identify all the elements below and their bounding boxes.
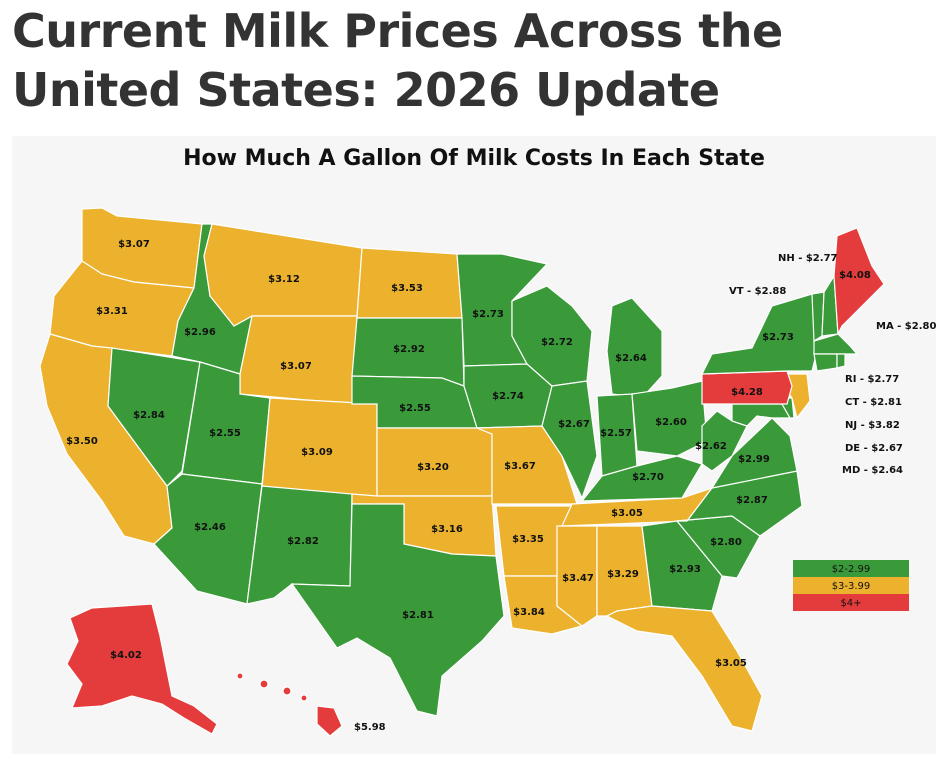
label-ID: $2.96 <box>184 327 216 338</box>
state-MA[interactable] <box>813 333 859 355</box>
state-HI-islet-4[interactable] <box>300 694 308 702</box>
state-HI[interactable] <box>316 705 343 737</box>
state-FL[interactable] <box>605 605 763 732</box>
legend-label-low: $2-2.99 <box>832 564 871 575</box>
label-HI: $5.98 <box>354 722 386 733</box>
label-LA: $3.84 <box>513 607 545 618</box>
label-SC: $2.80 <box>710 537 742 548</box>
state-WY[interactable] <box>239 315 358 405</box>
state-ME[interactable] <box>833 227 885 337</box>
label-WA: $3.07 <box>118 239 150 250</box>
state-HI-islet-1[interactable] <box>236 672 244 680</box>
map-panel: How Much A Gallon Of Milk Costs In Each … <box>12 136 936 754</box>
label-CA: $3.50 <box>66 436 98 447</box>
label-NM: $2.82 <box>287 536 319 547</box>
label-IA: $2.74 <box>492 391 524 402</box>
label-NV: $2.84 <box>133 410 165 421</box>
label-TX: $2.81 <box>402 610 434 621</box>
state-NV[interactable] <box>107 347 201 487</box>
legend: $2-2.99 $3-3.99 $4+ <box>793 560 909 611</box>
label-ND: $3.53 <box>391 283 423 294</box>
state-CT[interactable] <box>813 353 838 372</box>
label-WI: $2.72 <box>541 337 573 348</box>
label-AL: $3.29 <box>607 569 639 580</box>
label-IN: $2.57 <box>600 428 632 439</box>
state-price-labels: $3.07 $3.31 $3.50 $2.84 $2.96 $3.12 $3.0… <box>66 239 871 733</box>
state-AK[interactable] <box>66 603 218 735</box>
callout-VT: VT - $2.88 <box>729 286 786 297</box>
callout-NH: NH - $2.77 <box>778 253 838 264</box>
state-HI-islet-3[interactable] <box>282 686 292 696</box>
state-MI[interactable] <box>606 297 663 399</box>
label-AZ: $2.46 <box>194 522 226 533</box>
label-VA: $2.99 <box>738 454 770 465</box>
label-SD: $2.92 <box>393 344 425 355</box>
legend-swatch-low <box>793 560 909 577</box>
label-PA: $4.28 <box>731 387 763 398</box>
state-WV[interactable] <box>701 410 748 472</box>
callout-NJ: NJ - $3.82 <box>845 420 900 431</box>
state-IL[interactable] <box>541 380 598 500</box>
label-ME: $4.08 <box>839 270 871 281</box>
label-FL: $3.05 <box>715 658 747 669</box>
state-TX[interactable] <box>290 503 505 717</box>
state-MD[interactable] <box>731 403 792 427</box>
label-MO: $3.67 <box>504 461 536 472</box>
label-KY: $2.70 <box>632 472 664 483</box>
state-MS[interactable] <box>556 525 598 627</box>
label-WV: $2.62 <box>695 441 727 452</box>
label-OK: $3.16 <box>431 524 463 535</box>
label-NE: $2.55 <box>399 403 431 414</box>
callout-RI: RI - $2.77 <box>845 374 899 385</box>
label-WY: $3.07 <box>280 361 312 372</box>
state-shapes <box>39 207 885 737</box>
label-IL: $2.67 <box>558 419 590 430</box>
label-OR: $3.31 <box>96 306 128 317</box>
page-headline: Current Milk Prices Across the United St… <box>12 4 783 117</box>
state-GA[interactable] <box>641 520 723 612</box>
callout-MD: MD - $2.64 <box>842 465 903 476</box>
label-CO: $3.09 <box>301 447 333 458</box>
label-KS: $3.20 <box>417 462 449 473</box>
us-milk-price-map: $3.07 $3.31 $3.50 $2.84 $2.96 $3.12 $3.0… <box>39 207 936 737</box>
label-MI: $2.64 <box>615 353 647 364</box>
legend-label-high: $4+ <box>840 598 861 609</box>
map-title: How Much A Gallon Of Milk Costs In Each … <box>183 146 765 171</box>
state-RI[interactable] <box>836 353 846 369</box>
state-VA[interactable] <box>710 417 798 489</box>
label-GA: $2.93 <box>669 564 701 575</box>
callout-CT: CT - $2.81 <box>845 397 902 408</box>
small-state-callouts: NH - $2.77 VT - $2.88 MA - $2.80 RI - $2… <box>729 253 936 476</box>
state-HI-islet-2[interactable] <box>259 679 269 689</box>
state-AZ[interactable] <box>153 473 263 605</box>
label-NC: $2.87 <box>736 495 768 506</box>
label-TN: $3.05 <box>611 508 643 519</box>
label-MT: $3.12 <box>268 274 300 285</box>
callout-DE: DE - $2.67 <box>845 443 903 454</box>
label-MN: $2.73 <box>472 309 504 320</box>
legend-label-mid: $3-3.99 <box>832 581 871 592</box>
label-MS: $3.47 <box>562 573 594 584</box>
label-OH: $2.60 <box>655 417 687 428</box>
label-AR: $3.35 <box>512 534 544 545</box>
legend-swatch-high <box>793 594 909 611</box>
callout-MA: MA - $2.80 <box>876 321 936 332</box>
label-UT: $2.55 <box>209 428 241 439</box>
legend-swatch-mid <box>793 577 909 594</box>
state-NY[interactable] <box>701 293 818 375</box>
label-AK: $4.02 <box>110 650 142 661</box>
label-NY: $2.73 <box>762 332 794 343</box>
